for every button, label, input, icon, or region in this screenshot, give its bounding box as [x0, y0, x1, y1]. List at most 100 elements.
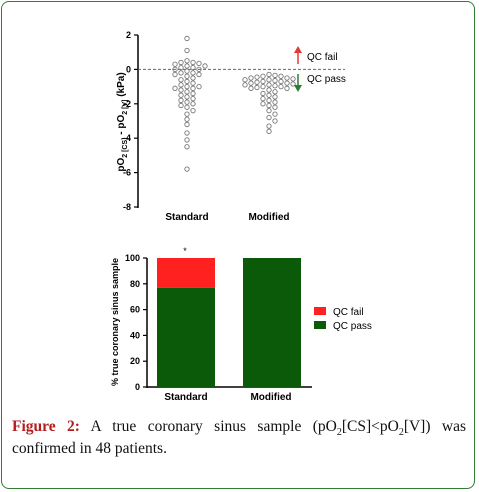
scatter-point — [190, 80, 196, 86]
scatter-point — [266, 123, 272, 129]
significance-marker: * — [183, 246, 187, 256]
scatter-point — [178, 87, 184, 93]
scatter-point — [260, 101, 266, 107]
scatter-point — [184, 137, 190, 143]
scatter-point — [184, 68, 190, 74]
scatter-x-label-standard: Standard — [165, 212, 208, 223]
scatter-point — [248, 85, 254, 91]
legend-label-qc-pass: QC pass — [333, 321, 372, 332]
scatter-point — [266, 102, 272, 109]
scatter-point — [290, 76, 296, 82]
caption-sub-1: 2 — [336, 427, 342, 439]
scatter-point — [184, 144, 190, 150]
scatter-point — [260, 95, 266, 102]
scatter-point — [172, 85, 178, 91]
scatter-point — [184, 116, 190, 122]
scatter-point — [266, 87, 272, 93]
caption-text-3: [V]) was confirmed in 48 patients. — [12, 418, 466, 457]
scatter-point — [254, 84, 260, 91]
scatter-point — [260, 78, 266, 85]
scatter-point — [272, 111, 278, 117]
scatter-point — [284, 75, 290, 81]
scatter-point — [178, 65, 184, 71]
scatter-point — [184, 35, 190, 42]
scatter-y-tick-label: 2 — [126, 30, 131, 40]
scatter-point — [202, 63, 208, 69]
scatter-y-tick-label: -4 — [123, 133, 131, 143]
scatter-point — [172, 71, 178, 78]
scatter-point — [242, 77, 248, 83]
scatter-point — [178, 92, 184, 98]
bar-chart: 100 80 60 40 20 0 * Standard Modified % true … — [110, 246, 372, 403]
bar-standard-qc-pass — [157, 287, 215, 387]
scatter-point — [184, 58, 190, 64]
bar-x-label-modified: Modified — [250, 392, 291, 403]
up-arrow-icon — [294, 46, 302, 53]
scatter-point — [266, 114, 272, 121]
scatter-point — [184, 63, 190, 69]
scatter-point — [178, 70, 184, 76]
scatter-point — [196, 71, 202, 78]
scatter-y-tick-label: -6 — [123, 168, 131, 178]
scatter-point — [196, 60, 202, 67]
down-arrow-icon — [294, 85, 302, 92]
scatter-point — [266, 77, 272, 83]
bar-x-label-standard: Standard — [164, 392, 207, 403]
figure-label: Figure 2: — [12, 418, 80, 435]
scatter-point — [248, 75, 254, 81]
bar-standard-qc-fail — [157, 258, 215, 288]
scatter-y-tick-label: 0 — [126, 64, 131, 74]
scatter-point — [172, 66, 178, 73]
scatter-point — [266, 92, 272, 98]
scatter-point — [290, 81, 296, 87]
bar-marks — [157, 258, 301, 387]
scatter-point — [184, 47, 190, 54]
legend-label-qc-fail: QC fail — [333, 307, 364, 318]
scatter-point — [248, 80, 254, 86]
scatter-point — [272, 118, 278, 124]
scatter-point — [172, 61, 178, 67]
scatter-point — [278, 83, 284, 90]
scatter-point — [272, 104, 278, 110]
scatter-point — [178, 59, 184, 66]
qc-fail-label: QC fail — [307, 52, 338, 63]
scatter-point — [196, 83, 202, 90]
scatter-point — [184, 94, 190, 100]
bar-legend: QC fail QC pass — [314, 307, 372, 332]
scatter-point — [190, 108, 196, 114]
figure-caption: Figure 2: A true coronary sinus sample (… — [12, 416, 466, 460]
scatter-point — [190, 95, 196, 102]
scatter-point — [184, 99, 190, 105]
scatter-point — [272, 89, 278, 95]
scatter-point — [260, 90, 266, 97]
scatter-point — [278, 78, 284, 85]
scatter-y-ticks: 2 0 -2 -4 -6 -8 — [123, 30, 138, 212]
scatter-point — [184, 130, 190, 136]
caption-text-2: [CS]<pO — [341, 418, 399, 435]
bar-y-tick-label: 0 — [135, 382, 140, 392]
bar-y-tick-label: 40 — [130, 330, 140, 340]
bar-y-tick-label: 20 — [130, 356, 140, 366]
scatter-point — [178, 77, 184, 83]
scatter-point — [184, 104, 190, 110]
scatter-point — [242, 82, 248, 88]
scatter-point — [266, 108, 272, 114]
bar-y-label: % true coronary sinus sample — [110, 258, 120, 386]
scatter-point — [272, 83, 278, 89]
scatter-point — [272, 94, 278, 100]
scatter-point — [284, 85, 290, 91]
scatter-point — [260, 83, 266, 90]
qc-pass-annotation: QC pass — [294, 74, 346, 92]
bar-y-ticks: 100 80 60 40 20 0 — [125, 253, 147, 392]
scatter-x-label-modified: Modified — [248, 212, 289, 223]
bar-modified-qc-pass — [243, 258, 301, 387]
scatter-point — [184, 166, 190, 172]
qc-fail-annotation: QC fail — [294, 46, 338, 64]
scatter-point — [184, 73, 190, 79]
scatter-point — [184, 121, 190, 128]
legend-swatch-qc-pass — [314, 321, 326, 329]
scatter-points — [172, 35, 296, 172]
scatter-point — [254, 79, 260, 85]
